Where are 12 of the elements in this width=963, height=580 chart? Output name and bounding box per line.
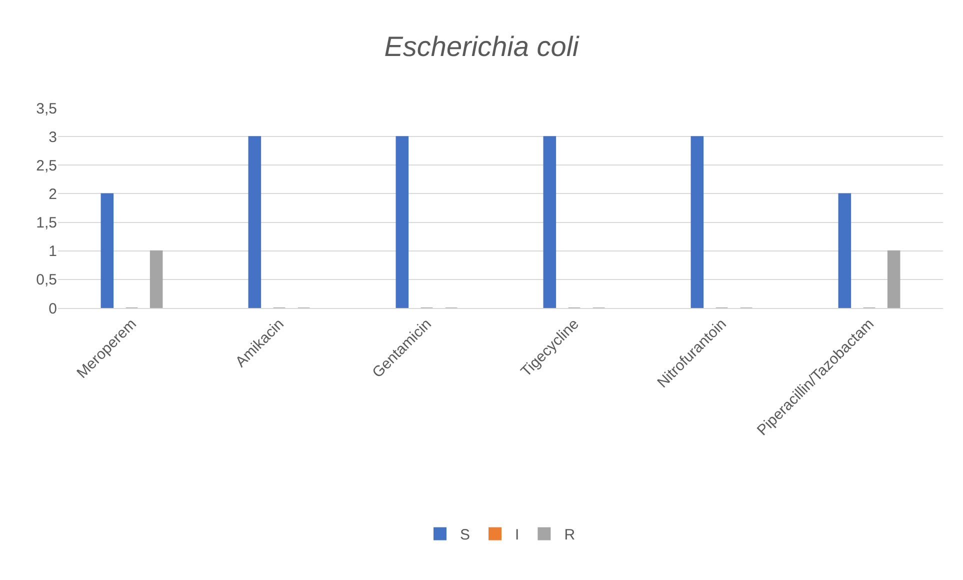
y-tick-label: 1 [48, 243, 57, 260]
y-tick-label: 3,5 [36, 100, 57, 118]
y-tick-label: 1,5 [36, 214, 57, 232]
chart-title: Escherichia coli [384, 31, 580, 62]
legend-label: R [564, 526, 576, 544]
y-tick-label: 2 [48, 186, 57, 203]
y-tick-label: 3 [48, 128, 57, 146]
y-tick-label: 0,5 [36, 272, 57, 289]
y-tick-label: 0 [48, 300, 57, 318]
legend-label: S [460, 526, 470, 544]
y-tick-label: 2,5 [36, 157, 57, 174]
legend-label: I [515, 526, 520, 544]
